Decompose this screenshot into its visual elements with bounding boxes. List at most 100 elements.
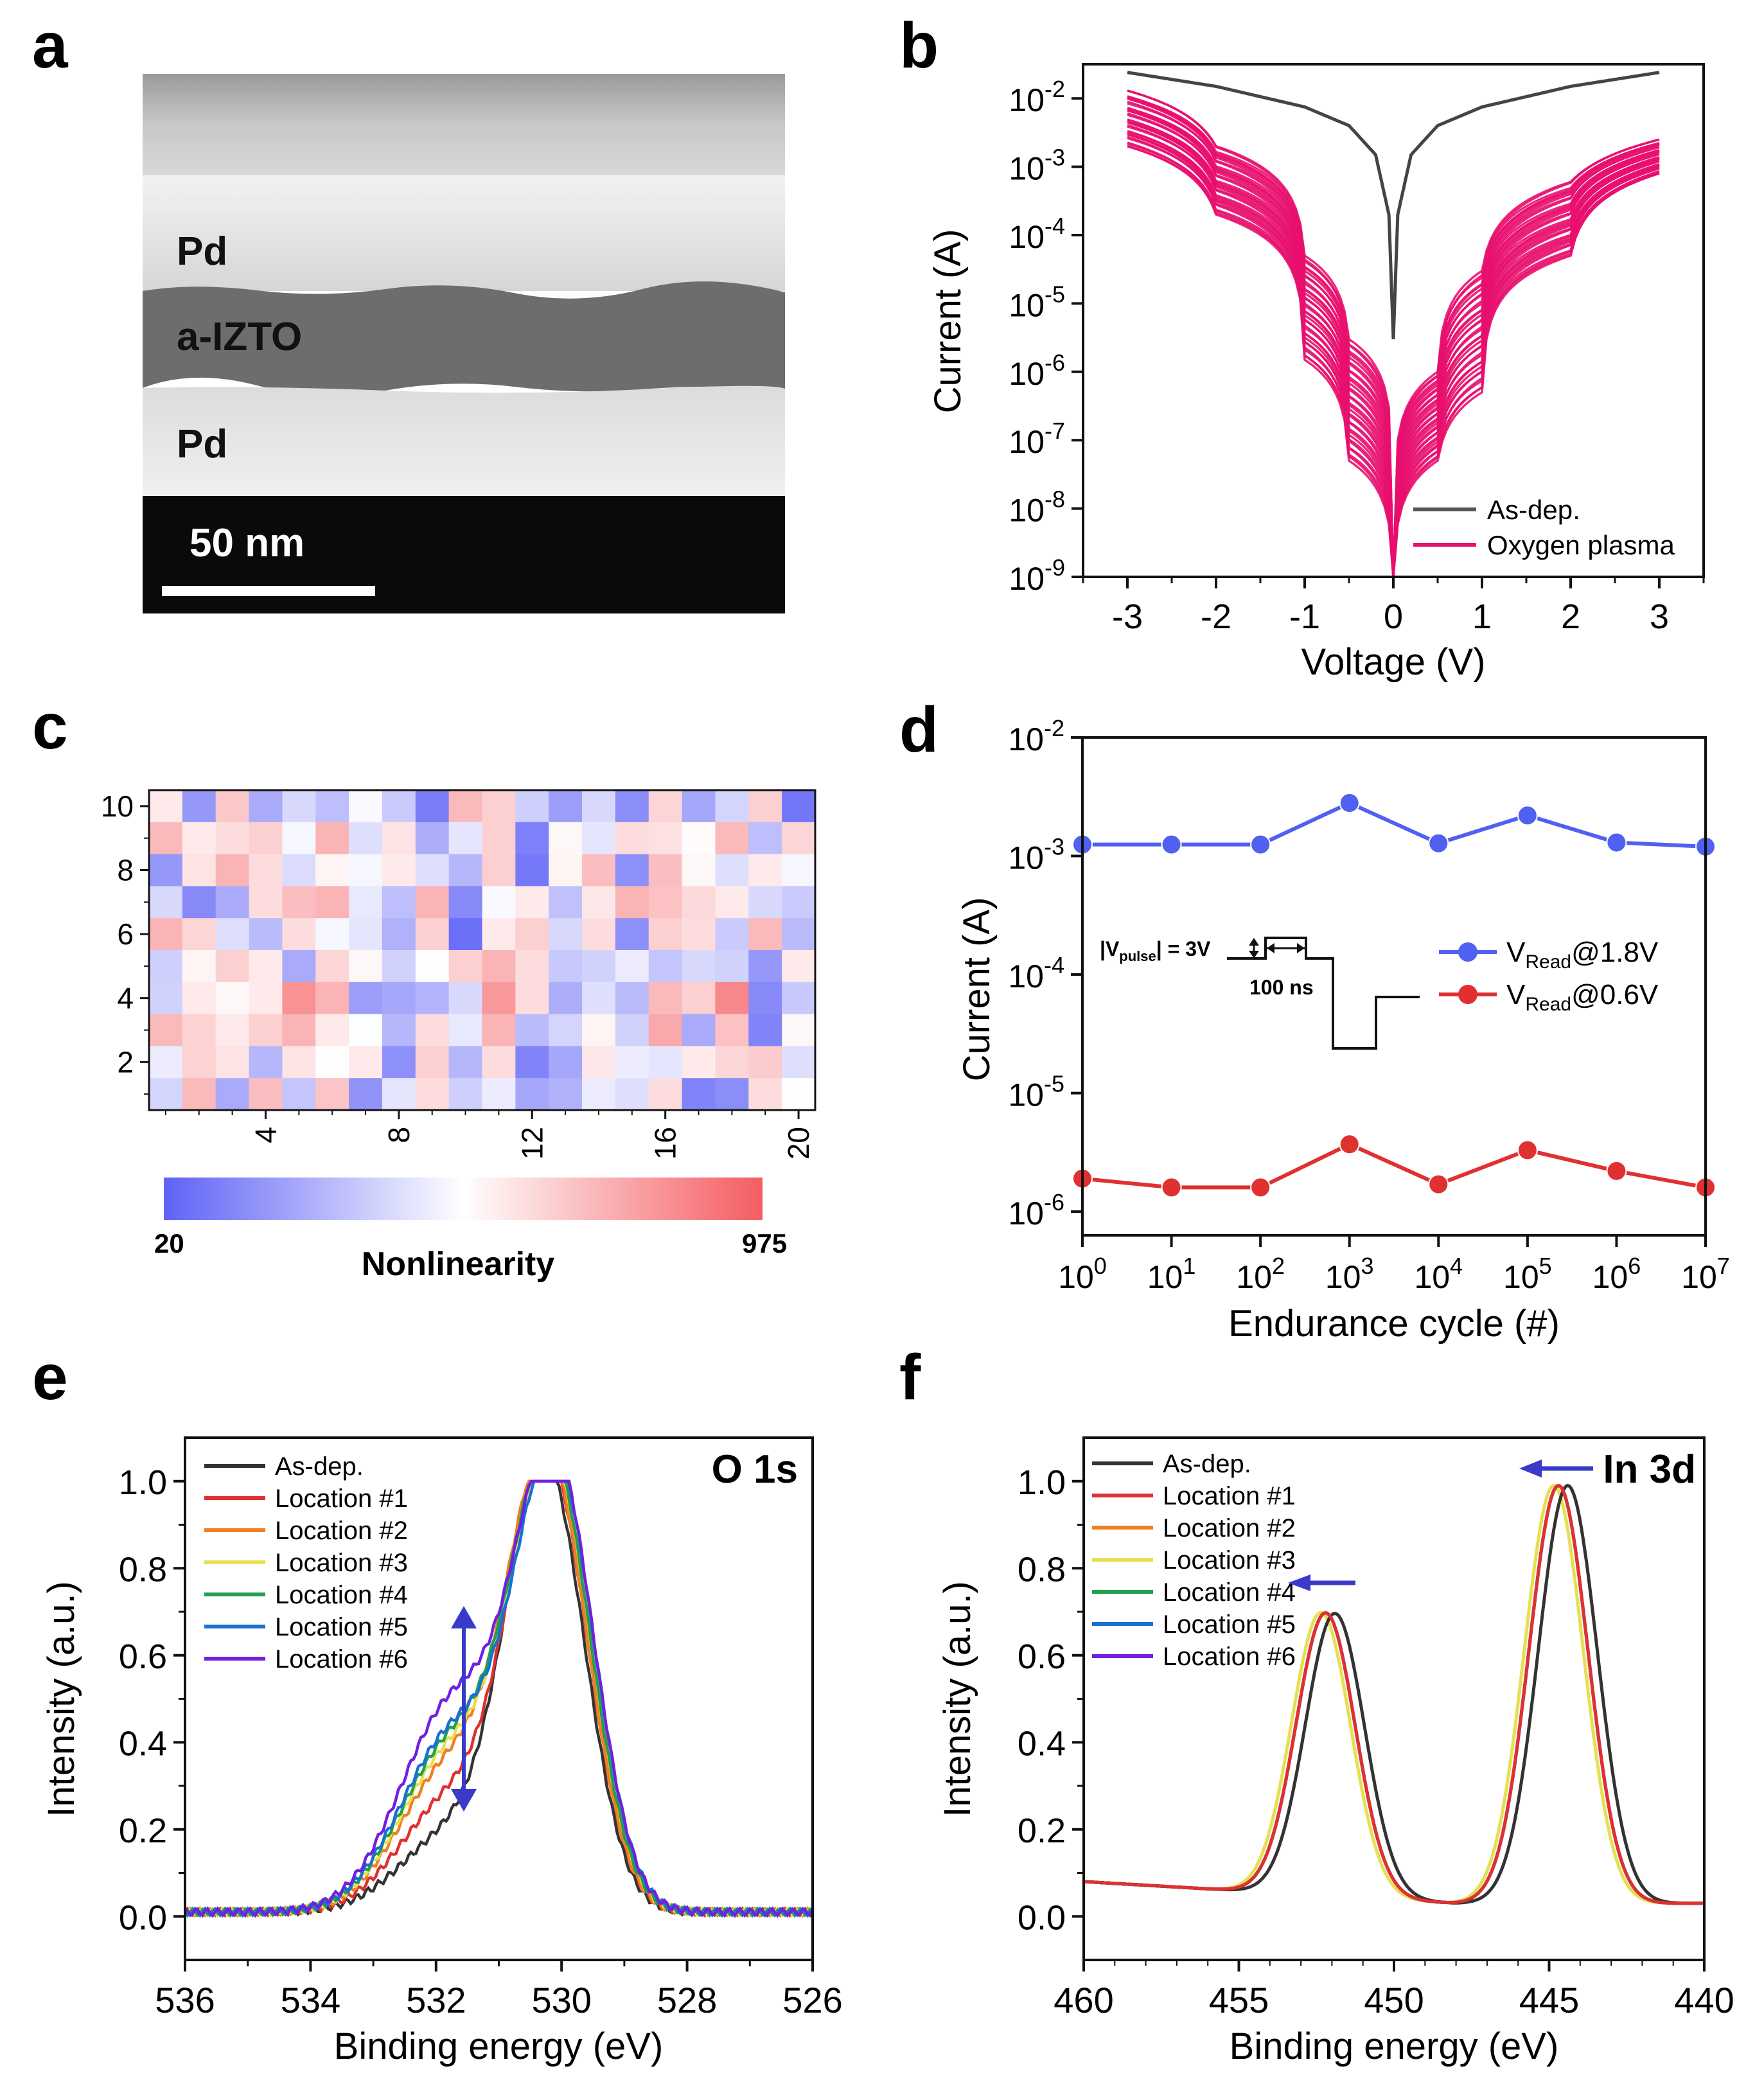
c-heatmap-cell xyxy=(748,1046,782,1079)
c-heatmap-cell xyxy=(482,1014,516,1046)
c-heatmap-cell xyxy=(748,918,782,951)
d-pulse-height-arrowheads xyxy=(1249,938,1259,958)
d-series-marker xyxy=(1161,1177,1182,1198)
e-xtick-label: 530 xyxy=(531,1980,591,2020)
f-legend-label: Location #5 xyxy=(1163,1610,1296,1639)
c-heatmap-cell xyxy=(715,886,749,919)
d-xtick-label: 102 xyxy=(1236,1253,1285,1295)
f-legend: As-dep. Location #1 Location #2 Location #3… xyxy=(1092,1450,1296,1671)
d-series-marker xyxy=(1250,834,1271,855)
e-ytick-label: 0.0 xyxy=(119,1898,167,1937)
d-series-marker xyxy=(1606,832,1627,853)
c-heatmap-cell xyxy=(349,950,383,983)
e-ticks-layer: 536 534 532 530 528 526 0.0 0.2 0.4 0.6 0.8 1.0 xyxy=(119,1463,843,2020)
d-xlabel: Endurance cycle (#) xyxy=(1228,1303,1560,1345)
tem-pd-bottom-layer xyxy=(143,385,785,496)
tem-izto-layer xyxy=(143,281,785,396)
c-heatmap-cell xyxy=(149,918,183,951)
c-heatmap-cell xyxy=(515,790,549,823)
c-colorbar-title: Nonlinearity xyxy=(362,1246,555,1283)
c-heatmap-cell xyxy=(182,886,216,919)
c-heatmap-cell xyxy=(515,918,549,951)
c-heatmap-cell xyxy=(282,950,316,983)
c-heatmap-cell xyxy=(249,790,283,823)
c-heatmap-cell xyxy=(215,790,250,823)
c-xtick-label: 4 xyxy=(249,1127,282,1143)
c-heatmap-cell xyxy=(182,918,216,951)
e-ytick-label: 1.0 xyxy=(119,1463,167,1502)
c-heatmap-cell xyxy=(715,950,749,983)
c-heatmap-cell xyxy=(415,1078,450,1111)
c-heatmap-cell xyxy=(349,854,383,887)
f-xlabel: Binding energy (eV) xyxy=(1230,2025,1559,2067)
c-heatmap-cell xyxy=(282,790,316,823)
c-xtick-label: 8 xyxy=(382,1127,416,1143)
c-heatmap-cell xyxy=(682,982,716,1015)
c-heatmap-cell xyxy=(682,822,716,855)
c-xtick-label: 16 xyxy=(649,1127,682,1160)
e-trend-arrow xyxy=(451,1606,477,1812)
b-legend: As-dep. Oxygen plasma xyxy=(1413,495,1675,560)
c-heatmap-cell xyxy=(315,822,349,855)
c-heatmap-cell xyxy=(582,982,616,1015)
c-heatmap-cell xyxy=(149,1014,183,1046)
d-inset-time-label: 100 ns xyxy=(1249,976,1314,999)
tem-image: Pd a-IZTO Pd 50 nm xyxy=(143,74,785,613)
b-ytick-label: 10-3 xyxy=(1009,145,1065,187)
d-xtick-label: 101 xyxy=(1147,1253,1196,1295)
c-heatmap-cell xyxy=(582,790,616,823)
c-heatmap-cell xyxy=(549,918,583,951)
f-ytick-label: 0.8 xyxy=(1018,1550,1066,1589)
d-pulse-width-arrowheads xyxy=(1267,943,1305,953)
f-series-layer xyxy=(1083,1483,1704,1905)
f-legend-label: Location #3 xyxy=(1163,1546,1296,1575)
panel-label-d: d xyxy=(899,694,939,766)
tem-label-pd-bottom: Pd xyxy=(177,422,227,466)
b-ytick-label: 10-6 xyxy=(1009,349,1065,392)
c-axes-frame xyxy=(148,789,816,1111)
c-heatmap-cell xyxy=(648,950,683,983)
c-heatmap-cell xyxy=(249,1014,283,1046)
c-heatmap-cell xyxy=(282,982,316,1015)
c-colorbar-max: 975 xyxy=(742,1228,787,1258)
b-ytick-label: 10-9 xyxy=(1009,554,1065,597)
e-spectrum-curve xyxy=(184,1479,814,1918)
c-heatmap-cell xyxy=(582,1078,616,1111)
c-heatmap-cell xyxy=(349,1014,383,1046)
e-spectrum-curve xyxy=(184,1479,814,1918)
b-xtick-label: -2 xyxy=(1201,597,1231,636)
c-heatmap-cell xyxy=(149,822,183,855)
c-heatmap-cell xyxy=(215,822,250,855)
c-heatmap-cell xyxy=(715,790,749,823)
d-xtick-label: 107 xyxy=(1681,1253,1730,1295)
f-spectrum-curve xyxy=(1083,1483,1704,1905)
c-heatmap-cell xyxy=(515,854,549,887)
d-ytick-label: 10-6 xyxy=(1008,1189,1064,1231)
panel-b: b -3 -2 -1 0 1 2 3 10-9 10-8 10-7 10-6 10-5 10-4 10-3… xyxy=(899,10,1705,683)
f-ytick-label: 0.4 xyxy=(1018,1724,1066,1763)
b-legend-label-oxygen: Oxygen plasma xyxy=(1487,530,1675,560)
c-heatmap-cell xyxy=(648,1078,683,1111)
c-heatmap-cell xyxy=(615,886,649,919)
c-heatmap-cell xyxy=(615,822,649,855)
c-heatmap-cell xyxy=(349,790,383,823)
c-heatmap-cell xyxy=(415,982,450,1015)
d-pulse-inset: |Vpulse| = 3V 100 ns xyxy=(1100,937,1420,1050)
c-heatmap-cell xyxy=(182,822,216,855)
panel-e: e 536 534 532 530 528 526 0.0 0.2 0.4 0.6 0.8 1.0 A… xyxy=(32,1341,843,2067)
c-heatmap-cell xyxy=(549,950,583,983)
c-heatmap-cell xyxy=(182,950,216,983)
f-legend-label: As-dep. xyxy=(1163,1450,1251,1478)
e-xtick-label: 528 xyxy=(657,1980,717,2020)
c-heatmap-cells xyxy=(149,790,816,1111)
c-heatmap-cell xyxy=(182,1046,216,1079)
c-heatmap-cell xyxy=(415,886,450,919)
c-heatmap-cell xyxy=(282,1078,316,1111)
e-legend-label: Location #2 xyxy=(275,1517,408,1545)
c-heatmap-cell xyxy=(682,1046,716,1079)
c-heatmap-cell xyxy=(715,1046,749,1079)
c-heatmap-cell xyxy=(748,1014,782,1046)
c-heatmap-cell xyxy=(282,918,316,951)
